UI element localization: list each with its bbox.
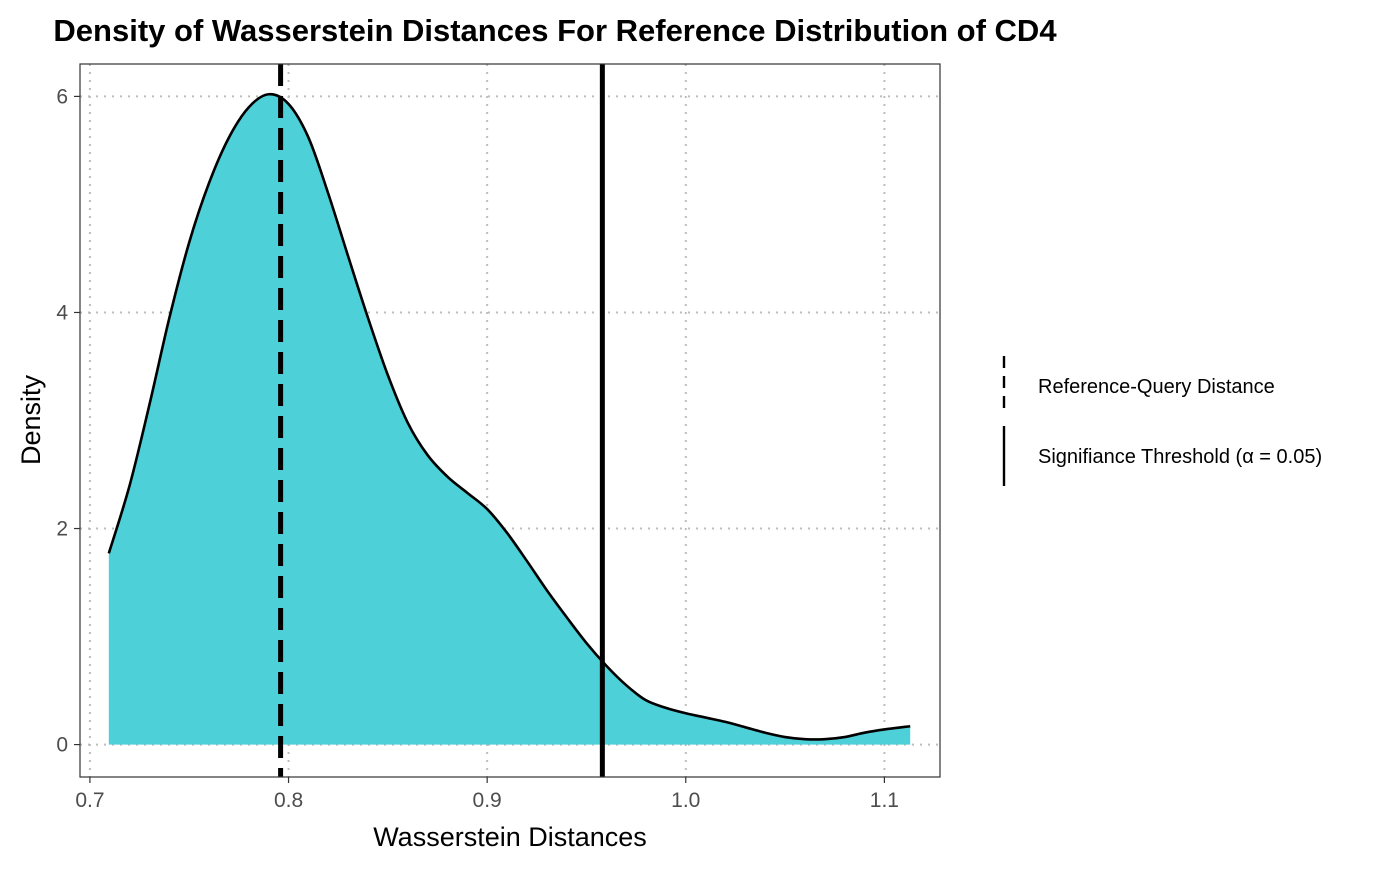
panel-border [79, 63, 941, 778]
legend-label: Signifiance Threshold (α = 0.05) [1038, 446, 1322, 468]
x-tick-label: 0.7 [75, 789, 104, 812]
legend-label: Reference-Query Distance [1038, 376, 1275, 398]
y-axis-label: Density [16, 374, 46, 465]
density-area [108, 94, 911, 745]
density-curve [107, 92, 911, 741]
x-tick-label: 1.0 [671, 789, 700, 812]
x-axis-ticks: 0.7 0.8 0.9 1.0 1.1 [75, 777, 899, 812]
x-tick-label: 0.9 [473, 789, 502, 812]
y-tick-label: 4 [56, 301, 68, 324]
x-tick-label: 0.8 [274, 789, 303, 812]
legend: Reference-Query Distance Signifiance Thre… [1002, 356, 1322, 486]
y-tick-label: 6 [56, 85, 68, 108]
x-tick-label: 1.1 [870, 789, 899, 812]
reference-lines-layer [278, 64, 605, 777]
y-axis-ticks: 0 2 4 6 [56, 85, 80, 757]
y-tick-label: 0 [56, 734, 68, 757]
density-area-layer [107, 92, 911, 745]
y-tick-label: 2 [56, 518, 68, 541]
x-axis-label: Wasserstein Distances [373, 822, 647, 852]
chart-title: Density of Wasserstein Distances For Ref… [53, 13, 1057, 48]
